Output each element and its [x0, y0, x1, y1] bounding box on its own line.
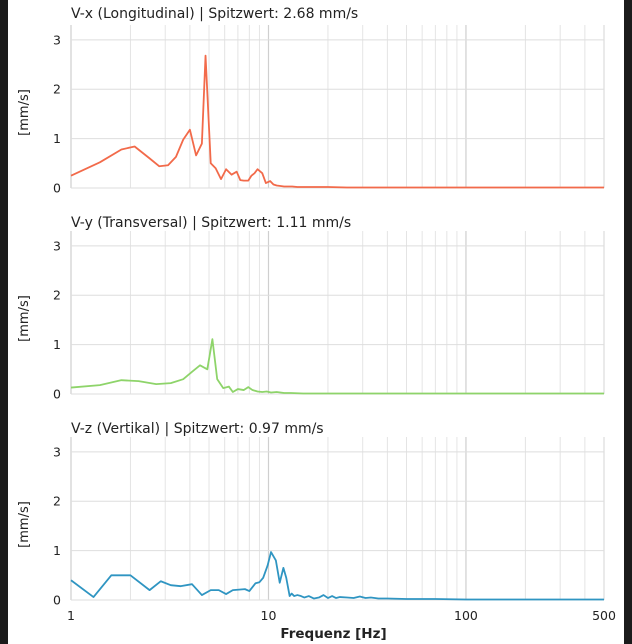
y-tick-label: 3: [53, 444, 61, 459]
y-axis-label: [mm/s]: [17, 295, 32, 342]
y-tick-label: 1: [53, 337, 61, 352]
series-line: [70, 338, 604, 395]
y-tick-label: 2: [53, 494, 61, 509]
y-axis-label: [mm/s]: [17, 89, 32, 136]
y-axis-label: [mm/s]: [17, 501, 32, 548]
series-line: [70, 551, 604, 601]
series-line: [70, 54, 604, 189]
y-tick-label: 2: [53, 82, 61, 97]
y-tick-label: 1: [53, 543, 61, 558]
panel-title: V-y (Transversal) | Spitzwert: 1.11 mm/s: [71, 215, 351, 231]
chart-canvas: 0 1 2 3 V-x (Longitudinal) | Spitzwert: 2.68…: [8, 0, 624, 644]
y-tick-label: 1: [53, 131, 61, 146]
y-tick-label: 0: [53, 181, 61, 196]
x-tick-label: 100: [454, 608, 478, 623]
x-tick-label: 10: [261, 608, 277, 623]
y-tick-label: 3: [53, 238, 61, 253]
x-axis-label: Frequenz [Hz]: [280, 626, 386, 642]
panel-title: V-x (Longitudinal) | Spitzwert: 2.68 mm/…: [71, 6, 358, 22]
x-tick-label: 500: [592, 608, 616, 623]
y-tick-label: 0: [53, 387, 61, 402]
y-tick-label: 2: [53, 288, 61, 303]
panel-title: V-z (Vertikal) | Spitzwert: 0.97 mm/s: [71, 421, 324, 437]
x-tick-label: 1: [67, 608, 75, 623]
y-tick-label: 3: [53, 32, 61, 47]
y-tick-label: 0: [53, 593, 61, 608]
